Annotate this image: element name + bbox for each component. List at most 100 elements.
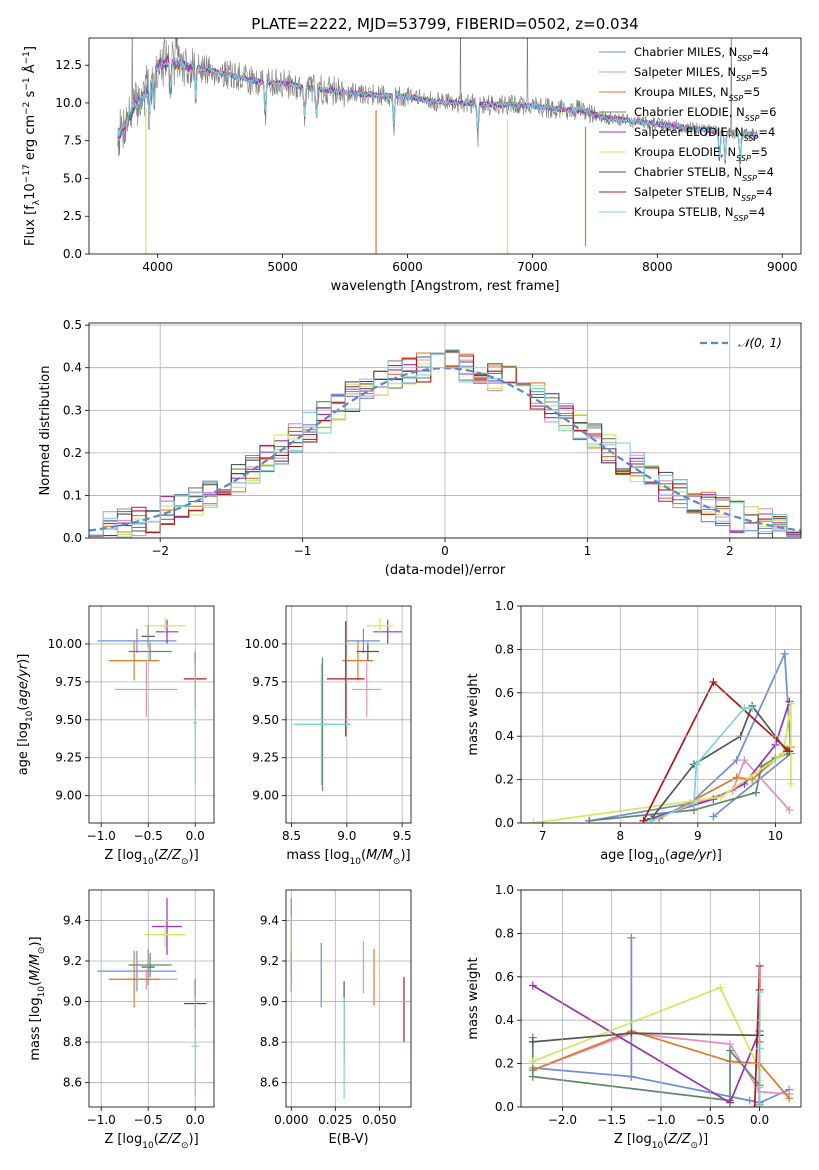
weight-vs-Z-x-axis-label: Z [log10(Z/Z⊙)] — [614, 1132, 708, 1151]
weight-point-marker — [786, 779, 795, 788]
y-tick-label: 9.4 — [63, 913, 82, 927]
axes-frame — [88, 889, 215, 1108]
x-tick-label: 9000 — [767, 260, 798, 274]
plot-area-age-vs-mass — [293, 618, 403, 792]
y-tick-label: 0.0 — [63, 247, 82, 261]
legend-subscript: SSP — [736, 154, 751, 163]
legend-tail: =4 — [758, 125, 775, 139]
weight-vs-age-y-axis-label: mass weight — [466, 673, 481, 755]
x-tick-label: 8000 — [642, 260, 673, 274]
legend-tail: =4 — [756, 185, 773, 199]
x-axis-label-part: 10 — [142, 1141, 154, 1151]
panel-mass-vs-EBV: 0.000 0.025 0.050 8.6 8.8 9.0 9.2 9.4 E(B-V) — [260, 889, 412, 1147]
plot-area-mass-vs-EBV — [290, 898, 405, 1099]
y-tick-label: 10.00 — [245, 637, 279, 651]
y-axis-label-part: erg cm — [23, 115, 38, 164]
weight-point-marker — [785, 747, 794, 756]
weight-series-line — [532, 984, 761, 1105]
residuals-y-axis-label: Normed distribution — [38, 366, 53, 496]
legend-label: Kroupa MILES, NSSP=5 — [634, 85, 760, 103]
y-axis-label-part: λ — [32, 199, 42, 205]
legend-subscript: SSP — [734, 214, 749, 223]
y-tick-label: 8.6 — [260, 1076, 279, 1090]
residuals-x-axis-label: (data-model)/error — [385, 563, 506, 578]
legend-subscript: SSP — [744, 134, 759, 143]
plot-area-weight-vs-age — [529, 649, 795, 823]
legend-subscript: SSP — [742, 174, 757, 183]
y-axis-label-part: age/yr — [16, 662, 31, 705]
x-axis-label-part: age/yr — [670, 848, 713, 863]
axes-frame — [285, 889, 412, 1108]
legend-text: Chabrier STELIB, N — [634, 165, 742, 179]
x-tick-label: 9 — [694, 829, 702, 843]
weight-point-marker — [785, 805, 794, 814]
legend-text: Kroupa ELODIE, N — [634, 145, 736, 159]
weight-point-marker — [752, 788, 761, 797]
panel-weight-vs-Z: −2.0 −1.5 −1.0 −0.5 0.0 0.0 0.2 0.4 0.6 0.8 1.0 Z [… — [466, 883, 802, 1151]
y-tick-label: 8.8 — [63, 1035, 82, 1049]
x-axis-label-part: Z/Z — [667, 1132, 691, 1147]
weight-point-marker — [750, 1103, 759, 1107]
y-tick-label: 0.0 — [495, 816, 514, 830]
panel-mass-vs-Z: −1.0 −0.5 0.08.68.89.09.29.4Z [log10(Z/Z⊙)… — [28, 889, 215, 1151]
axes-frame — [520, 605, 802, 824]
spectrum-x-axis-label: wavelength [Angstrom, rest frame] — [331, 279, 560, 294]
x-tick-label: 5000 — [267, 260, 298, 274]
x-axis-label-part: Z [log — [104, 1132, 142, 1147]
y-axis-label-part: ( — [16, 706, 31, 711]
legend-text: Salpeter STELIB, N — [634, 185, 741, 199]
x-tick-label: 2 — [726, 544, 734, 558]
y-tick-label: 9.0 — [260, 995, 279, 1009]
y-tick-label: 9.00 — [252, 789, 279, 803]
y-tick-label: 8.6 — [63, 1076, 82, 1090]
x-axis-label-part: )] — [189, 1132, 199, 1147]
legend-text: Salpeter MILES, N — [634, 65, 736, 79]
x-axis-label-part: )] — [400, 848, 410, 863]
weight-point-marker — [528, 1057, 537, 1066]
y-axis-label-part: ( — [28, 981, 43, 986]
weight-point-marker — [785, 697, 794, 706]
y-tick-label: 10.0 — [55, 96, 82, 110]
x-axis-label-part: mass [log — [286, 848, 349, 863]
y-tick-label: 8.8 — [260, 1035, 279, 1049]
x-axis-label-part: )] — [698, 1132, 708, 1147]
x-axis-label-part: ⊙ — [181, 857, 189, 867]
y-axis-label-part: mass weight — [466, 957, 481, 1039]
x-axis-label-part: M/M — [366, 848, 393, 863]
x-tick-label: 4000 — [142, 260, 173, 274]
y-tick-label: 1.0 — [495, 883, 514, 897]
y-axis-label-part: 10 — [25, 710, 35, 722]
legend-tail: =5 — [751, 65, 768, 79]
y-axis-label-part: ] — [23, 46, 38, 51]
weight-point-marker — [786, 699, 795, 708]
weight-point-marker — [717, 792, 726, 801]
x-tick-label: −0.5 — [696, 1113, 725, 1127]
legend-label: Kroupa STELIB, NSSP=4 — [634, 205, 765, 223]
x-tick-label: 0.050 — [362, 1113, 396, 1127]
y-tick-label: 0.0 — [63, 531, 82, 545]
x-tick-label: 0.000 — [274, 1113, 308, 1127]
weight-point-marker — [740, 756, 749, 765]
y-axis-label-part: −1 — [22, 51, 32, 64]
x-tick-label: −0.5 — [134, 1113, 163, 1127]
weight-point-marker — [740, 703, 749, 712]
weight-point-marker — [528, 1037, 537, 1046]
spectrum-model-line — [117, 54, 758, 164]
y-tick-label: 7.5 — [63, 134, 82, 148]
x-axis-label-part: 10 — [142, 857, 154, 867]
legend-tail: =4 — [757, 165, 774, 179]
weight-point-marker — [726, 1046, 735, 1055]
weight-point-marker — [745, 1096, 754, 1105]
y-axis-label-part: ⊙ — [37, 947, 47, 955]
legend-label: Chabrier ELODIE, NSSP=6 — [634, 105, 776, 123]
panel-spectrum: 4000 5000 6000 7000 8000 9000 0.0 2.5 5.0 7.5 10.0… — [22, 37, 802, 294]
weight-point-marker — [647, 816, 656, 823]
x-axis-label-part: 10 — [652, 1141, 664, 1151]
mass-vs-EBV-x-axis-label: E(B-V) — [328, 1132, 368, 1147]
y-tick-label: 0.4 — [495, 729, 514, 743]
axes-frame — [88, 37, 802, 255]
y-tick-label: 9.2 — [63, 954, 82, 968]
mass-vs-Z-y-axis-label: mass [log10(M/M⊙)] — [28, 936, 47, 1060]
x-axis-label-part: ( — [663, 1132, 668, 1147]
